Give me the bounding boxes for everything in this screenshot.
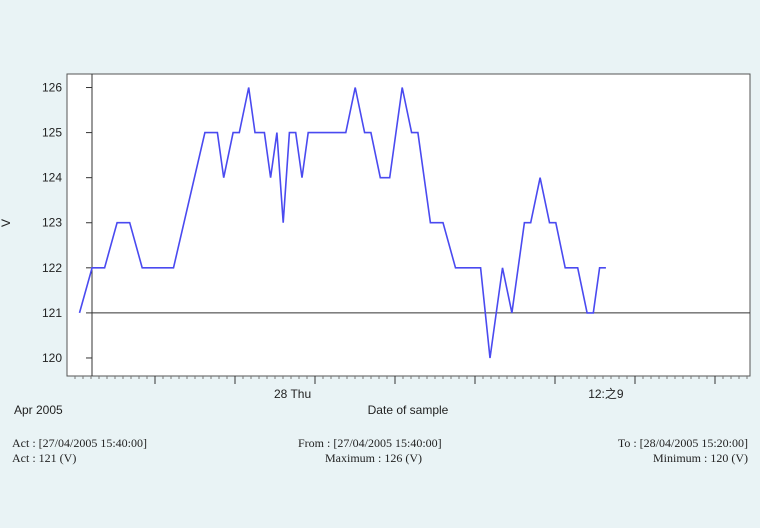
y-tick-label: 125 <box>42 126 62 140</box>
y-tick-label: 122 <box>42 261 62 275</box>
x-range-start-label: Apr 2005 <box>14 403 63 417</box>
y-tick-label: 121 <box>42 306 62 320</box>
x-axis-label: Date of sample <box>368 403 449 417</box>
footer-from: From : [27/04/2005 15:40:00] <box>298 436 442 450</box>
footer-to: To : [28/04/2005 15:20:00] <box>617 436 748 450</box>
footer-minimum: Minimum : 120 (V) <box>653 451 748 465</box>
x-tick-label: 12:之9 <box>588 387 624 401</box>
y-tick-label: 120 <box>42 351 62 365</box>
y-axis-label: V <box>0 219 13 227</box>
plot-area <box>66 73 751 377</box>
y-tick-label: 124 <box>42 171 62 185</box>
y-tick-label: 123 <box>42 216 62 230</box>
y-tick-label: 126 <box>42 81 62 95</box>
x-tick-label: 28 Thu <box>274 387 311 401</box>
footer-act-time: Act : [27/04/2005 15:40:00] <box>12 436 147 450</box>
footer-maximum: Maximum : 126 (V) <box>325 451 422 465</box>
footer-act-value: Act : 121 (V) <box>12 451 77 465</box>
series-line <box>78 87 606 359</box>
